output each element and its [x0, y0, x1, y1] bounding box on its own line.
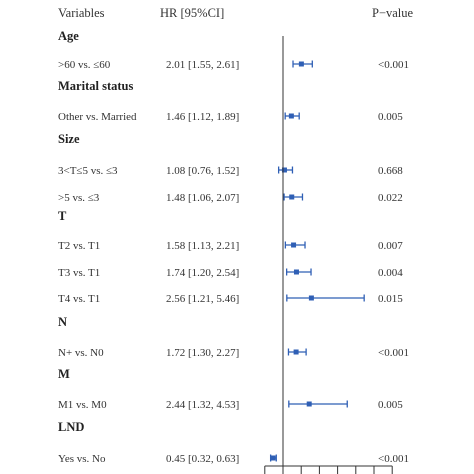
row-label: T2 vs. T1: [58, 240, 100, 252]
p-value-text: 0.022: [378, 192, 403, 204]
group-heading: Marital status: [58, 79, 133, 93]
hr-ci-text: 1.72 [1.30, 2.27]: [166, 347, 239, 359]
hr-point: [291, 242, 297, 248]
row-label: Other vs. Married: [58, 111, 137, 123]
row-label: T4 vs. T1: [58, 293, 100, 305]
hr-ci-text: 2.56 [1.21, 5.46]: [166, 293, 239, 305]
group-heading: Size: [58, 132, 80, 146]
row-label: >60 vs. ≤60: [58, 59, 111, 71]
header-variables: Variables: [58, 6, 105, 20]
hr-ci-text: 1.48 [1.06, 2.07]: [166, 192, 239, 204]
hr-point: [293, 269, 299, 275]
p-value-text: <0.001: [378, 347, 409, 359]
hr-point: [306, 401, 312, 407]
header-p-value: P−value: [372, 6, 414, 20]
hr-point: [298, 61, 304, 67]
row-label: T3 vs. T1: [58, 267, 100, 279]
row-label: M1 vs. M0: [58, 399, 107, 411]
p-value-text: 0.005: [378, 111, 403, 123]
hr-ci-text: 1.74 [1.20, 2.54]: [166, 267, 239, 279]
hr-point: [293, 349, 299, 355]
hr-point: [288, 113, 294, 119]
hr-point: [289, 194, 295, 200]
group-heading: Age: [58, 29, 79, 43]
forest-rows: Age >60 vs. ≤60 2.01 [1.55, 2.61] <0.001 Mar…: [58, 29, 409, 465]
group-heading: M: [58, 367, 70, 381]
hr-ci-text: 1.46 [1.12, 1.89]: [166, 111, 239, 123]
row-label: Yes vs. No: [58, 453, 106, 465]
p-value-text: <0.001: [378, 453, 409, 465]
x-axis: [264, 465, 393, 474]
p-value-text: 0.005: [378, 399, 403, 411]
p-value-text: <0.001: [378, 59, 409, 71]
row-label: N+ vs. N0: [58, 347, 104, 359]
hr-ci-text: 1.08 [0.76, 1.52]: [166, 165, 239, 177]
hr-ci-text: 0.45 [0.32, 0.63]: [166, 453, 239, 465]
p-value-text: 0.007: [378, 240, 403, 252]
hr-point: [308, 295, 314, 301]
hr-point: [270, 455, 276, 461]
row-label: 3<T≤5 vs. ≤3: [58, 165, 118, 177]
header-hr-ci: HR [95%CI]: [160, 6, 224, 20]
group-heading: LND: [58, 420, 84, 434]
hr-ci-text: 1.58 [1.13, 2.21]: [166, 240, 239, 252]
group-heading: N: [58, 315, 67, 329]
hr-ci-text: 2.44 [1.32, 4.53]: [166, 399, 239, 411]
p-value-text: 0.004: [378, 267, 403, 279]
hr-ci-text: 2.01 [1.55, 2.61]: [166, 59, 239, 71]
group-heading: T: [58, 209, 67, 223]
p-value-text: 0.015: [378, 293, 403, 305]
row-label: >5 vs. ≤3: [58, 192, 100, 204]
hr-point: [281, 167, 287, 173]
p-value-text: 0.668: [378, 165, 403, 177]
